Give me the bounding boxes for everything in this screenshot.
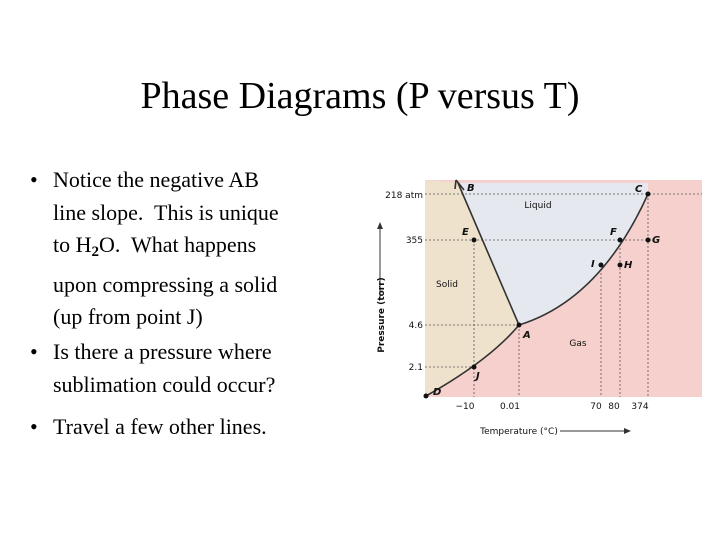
point-label: A	[522, 330, 531, 341]
point-label: C	[635, 184, 643, 195]
bullet: • Is there a pressure where sublimation …	[30, 336, 275, 401]
y-tick-label: 218 atm	[385, 191, 423, 201]
bullet-line: Is there a pressure where	[53, 339, 272, 364]
bullet: • Travel a few other lines.	[30, 411, 267, 444]
y-axis-title: Pressure (torr)	[377, 277, 387, 353]
y-tick-label: 2.1	[409, 363, 423, 373]
points	[423, 191, 651, 399]
point-label: E	[462, 227, 469, 238]
region-label: Gas	[569, 339, 586, 349]
phase-boundaries	[425, 179, 649, 397]
point-label: J	[474, 371, 480, 382]
bullet-line: sublimation could occur?	[53, 371, 276, 397]
bullet-line: line slope. This is unique	[53, 199, 279, 225]
point-label: G	[652, 235, 660, 246]
x-tick-label: 70	[590, 402, 602, 412]
bullet-line: Notice the negative AB	[53, 167, 259, 192]
x-tick-label: 0.01	[500, 402, 520, 412]
x-axis-title: Temperature (°C)	[479, 427, 558, 437]
bullet-line: (up from point J)	[53, 304, 203, 329]
region-label: Solid	[436, 280, 458, 290]
guide-lines	[425, 193, 702, 397]
bullet: • Notice the negative AB line slope. Thi…	[30, 164, 279, 334]
slide-title: Phase Diagrams (P versus T)	[140, 75, 580, 117]
x-tick-label: 374	[631, 402, 648, 412]
point-label: H	[624, 260, 633, 271]
x-tick-label: −10	[456, 402, 475, 412]
solid-region	[425, 180, 519, 397]
region-label: Liquid	[524, 201, 551, 211]
liquid-region	[458, 183, 648, 325]
x-tick-label: 80	[608, 402, 620, 412]
bullet-line: upon compressing a solid	[53, 271, 278, 297]
point-label: I	[591, 259, 595, 270]
y-tick-label: 355	[406, 236, 423, 246]
y-tick-label: 4.6	[409, 321, 424, 331]
bullet-line: Travel a few other lines.	[53, 414, 267, 439]
point-label: F	[610, 227, 617, 238]
point-label: D	[433, 387, 441, 398]
bullet-text: O. What happens	[99, 232, 257, 257]
point-label: B	[467, 183, 475, 194]
bullet-text: to H	[53, 232, 92, 257]
subscript: 2	[91, 244, 100, 260]
